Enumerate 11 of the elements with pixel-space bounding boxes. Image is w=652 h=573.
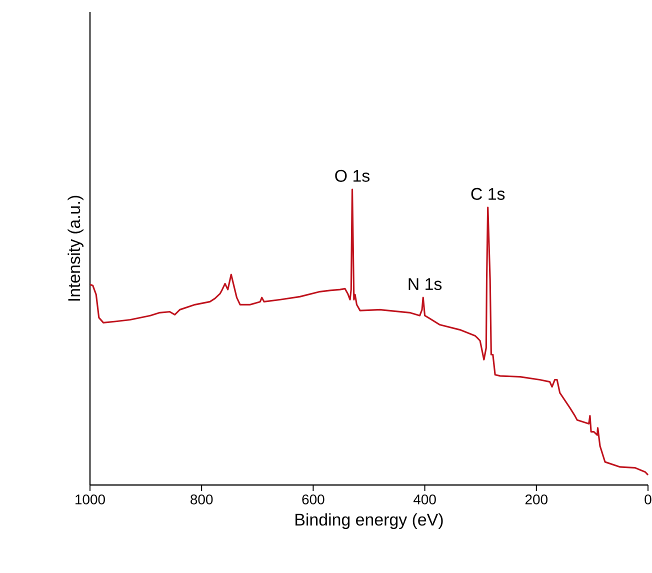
x-tick-label: 600 — [302, 494, 324, 504]
x-tick-label: 400 — [413, 494, 436, 504]
x-tick-label: 0 — [644, 494, 652, 504]
annotation: N 1s — [408, 278, 442, 290]
x-tick-label: 1000 — [76, 494, 105, 504]
x-tick-label: 800 — [190, 494, 213, 504]
annotation: O 1s — [335, 170, 370, 182]
x-tick-label: 200 — [525, 494, 548, 504]
y-axis-title: Intensity (a.u.) — [68, 196, 84, 301]
x-axis-title: Binding energy (eV) — [296, 513, 443, 530]
annotation: C 1s — [471, 188, 505, 200]
